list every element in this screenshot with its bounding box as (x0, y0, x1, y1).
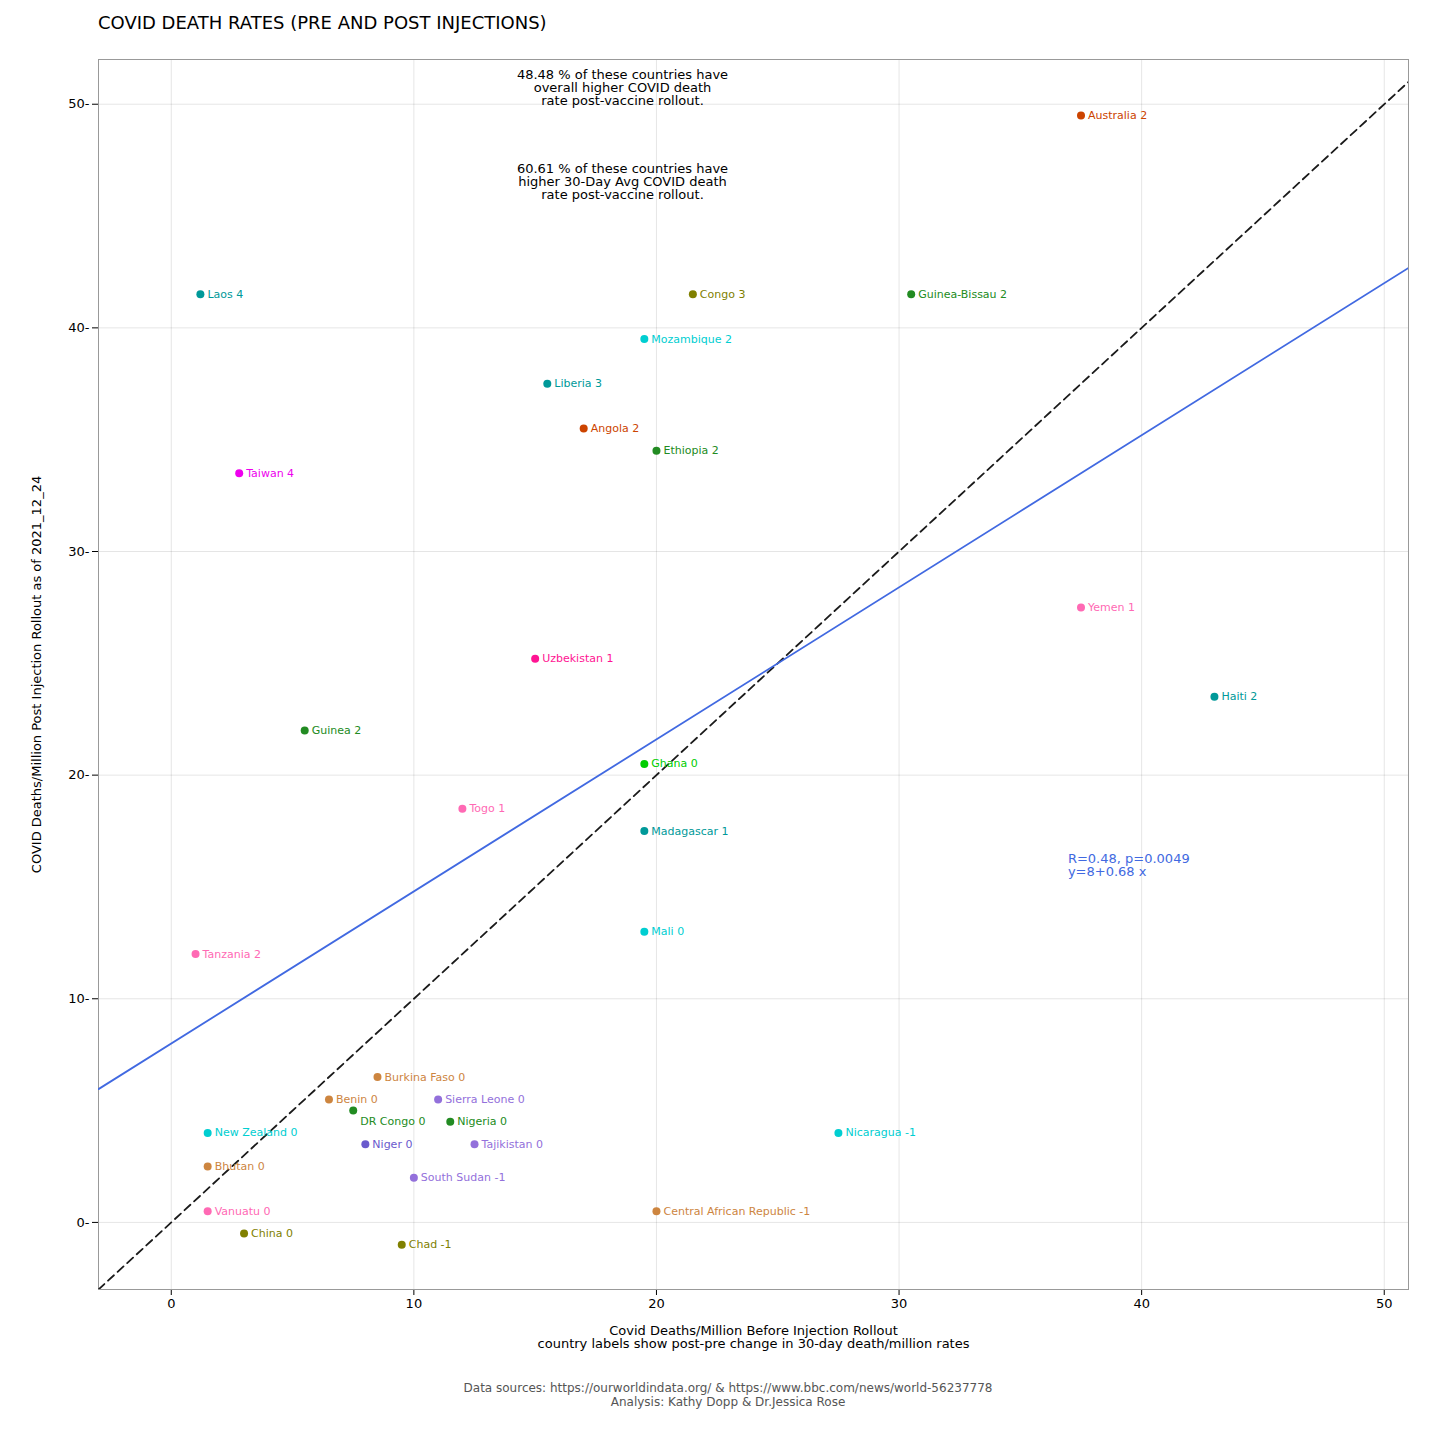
svg-text:Togo 1: Togo 1 (468, 802, 505, 815)
svg-text:Guinea 2: Guinea 2 (312, 724, 362, 737)
svg-text:48.48 % of these countries hav: 48.48 % of these countries haveoverall h… (517, 67, 728, 108)
svg-text:0: 0 (167, 1296, 175, 1311)
svg-text:60.61 % of these countries hav: 60.61 % of these countries havehigher 30… (517, 161, 728, 202)
svg-text:20: 20 (648, 1296, 665, 1311)
svg-text:0-: 0- (77, 1215, 90, 1230)
svg-text:China 0: China 0 (251, 1227, 293, 1240)
svg-text:Nigeria 0: Nigeria 0 (457, 1115, 507, 1128)
svg-text:Ethiopia 2: Ethiopia 2 (663, 444, 718, 457)
svg-text:Madagascar 1: Madagascar 1 (651, 825, 728, 838)
svg-text:40-: 40- (68, 320, 90, 335)
svg-text:Tajikistan 0: Tajikistan 0 (481, 1138, 543, 1151)
svg-text:Mali 0: Mali 0 (651, 925, 684, 938)
svg-text:Covid Deaths/Million Before In: Covid Deaths/Million Before Injection Ro… (538, 1323, 970, 1351)
svg-text:DR Congo 0: DR Congo 0 (360, 1115, 425, 1128)
svg-text:50: 50 (1376, 1296, 1393, 1311)
svg-text:Niger 0: Niger 0 (372, 1138, 412, 1151)
svg-text:Vanuatu 0: Vanuatu 0 (215, 1205, 271, 1218)
svg-text:30: 30 (891, 1296, 908, 1311)
svg-text:Sierra Leone 0: Sierra Leone 0 (445, 1093, 525, 1106)
svg-text:Taiwan 4: Taiwan 4 (245, 467, 294, 480)
svg-text:40: 40 (1133, 1296, 1150, 1311)
html-text:Data sources: https://ourworld: Data sources: https://ourworldindata.org… (463, 1381, 993, 1409)
svg-text:Uzbekistan 1: Uzbekistan 1 (542, 652, 613, 665)
svg-text:Laos 4: Laos 4 (207, 288, 243, 301)
svg-text:10: 10 (406, 1296, 423, 1311)
svg-text:Ghana 0: Ghana 0 (651, 757, 697, 770)
svg-text:50-: 50- (68, 96, 90, 111)
svg-text:Benin 0: Benin 0 (336, 1093, 378, 1106)
svg-text:30-: 30- (68, 544, 90, 559)
svg-text:20-: 20- (68, 767, 90, 782)
svg-text:Mozambique 2: Mozambique 2 (651, 333, 732, 346)
svg-text:Haiti 2: Haiti 2 (1221, 690, 1257, 703)
svg-text:COVID Deaths/Million Post Inje: COVID Deaths/Million Post Injection Roll… (29, 476, 44, 873)
svg-text:Bhutan 0: Bhutan 0 (215, 1160, 265, 1173)
svg-text:Yemen 1: Yemen 1 (1087, 601, 1135, 614)
svg-text:Guinea-Bissau 2: Guinea-Bissau 2 (918, 288, 1007, 301)
svg-text:Angola 2: Angola 2 (591, 422, 640, 435)
html-text:COVID DEATH RATES (PRE AND POS: COVID DEATH RATES (PRE AND POST INJECTIO… (98, 12, 547, 33)
svg-text:Central African Republic -1: Central African Republic -1 (663, 1205, 810, 1218)
svg-text:South Sudan -1: South Sudan -1 (421, 1171, 506, 1184)
svg-text:Congo 3: Congo 3 (700, 288, 746, 301)
svg-text:New Zealand 0: New Zealand 0 (215, 1126, 298, 1139)
svg-text:Liberia 3: Liberia 3 (554, 377, 602, 390)
svg-text:Tanzania 2: Tanzania 2 (202, 948, 261, 961)
svg-text:Nicaragua -1: Nicaragua -1 (845, 1126, 916, 1139)
svg-text:Burkina Faso 0: Burkina Faso 0 (384, 1071, 465, 1084)
svg-text:10-: 10- (68, 991, 90, 1006)
svg-text:Australia 2: Australia 2 (1088, 109, 1147, 122)
svg-text:Chad -1: Chad -1 (409, 1238, 452, 1251)
svg-text:R=0.48, p=0.0049y=8+0.68 x: R=0.48, p=0.0049y=8+0.68 x (1068, 851, 1190, 879)
